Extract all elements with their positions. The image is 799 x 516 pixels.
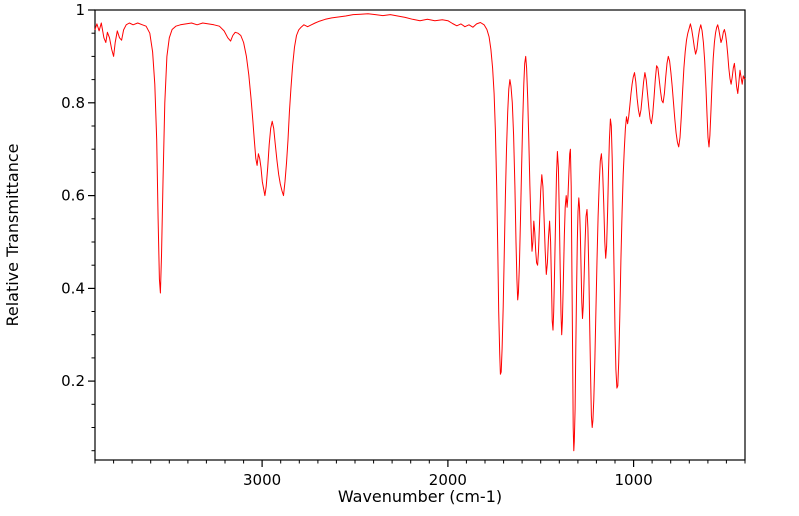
plot-frame [94,9,746,461]
x-tick-label: 3000 [243,471,281,489]
y-tick-label: 0.2 [61,372,85,390]
plot-axes-and-curve: 3000 2000 1000 1 0.8 0.6 0.4 0.2 [61,1,746,489]
y-axis-label: Relative Transmittance [3,143,22,326]
x-tick-label: 2000 [429,471,467,489]
y-tick-label: 0.8 [61,94,85,112]
x-tick-label: 1000 [615,471,653,489]
y-tick-label: 1 [75,1,85,19]
spectrum-curve [94,13,746,452]
x-axis-label: Wavenumber (cm-1) [338,487,502,506]
y-tick-label: 0.6 [61,187,85,205]
y-tick-label: 0.4 [61,279,85,297]
